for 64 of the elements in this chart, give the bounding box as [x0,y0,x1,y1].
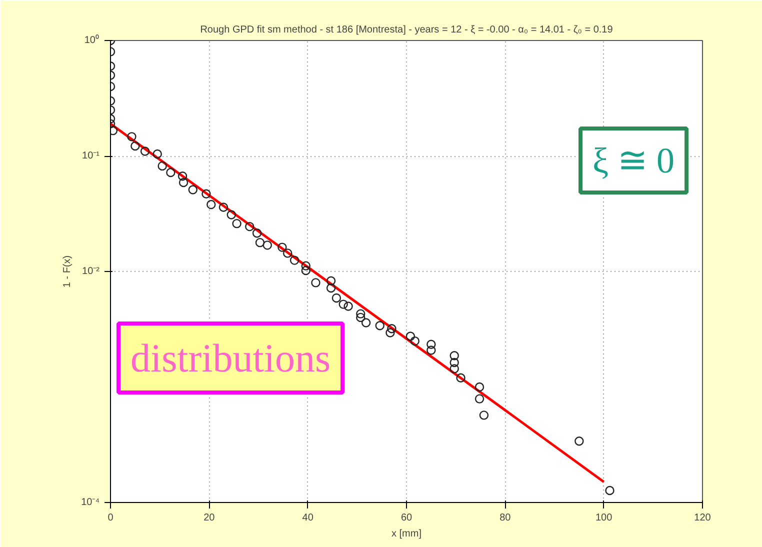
point [406,332,416,341]
x-tick-label: 120 [694,512,712,524]
point [262,240,272,250]
point [426,346,436,355]
point [202,189,211,198]
point [278,242,287,252]
point [361,318,371,328]
point [456,373,466,382]
point [283,248,292,258]
point [255,238,265,248]
point [605,486,614,496]
point [245,222,254,232]
x-tick-label: 60 [400,512,412,524]
y-tick-label: 10⁻² [82,266,100,277]
point [140,146,150,156]
point [206,200,216,210]
point [387,324,396,334]
point [474,394,484,404]
point [326,283,336,293]
point [290,256,300,265]
point [450,358,459,368]
point [218,202,228,212]
point [426,340,436,349]
point [188,185,198,194]
point [474,382,484,392]
chart-title: Rough GPD fit sm method - st 186 [Montresta] - years = 12 - ξ = -0.00 - α₀ = 14.01 - ζ₀ = 0.19 [200,24,614,36]
point [178,171,188,181]
x-tick-label: 100 [595,512,613,524]
point [450,364,459,374]
point [356,309,366,318]
point [252,228,262,238]
point [326,276,336,286]
point [152,149,162,159]
x-tick-label: 20 [204,512,216,524]
point [344,302,353,311]
point [410,336,420,346]
point [338,300,348,309]
point [232,218,242,228]
y-axis-title: 1 - F(x) [62,255,74,288]
point [301,261,310,270]
point [301,266,310,276]
point [158,161,167,171]
annotation: ξ ≅ 0 [592,140,675,180]
y-tick-label: 10⁻⁴ [81,497,100,508]
annotation: distributions [130,336,331,380]
point [127,132,136,142]
point [178,178,188,188]
x-tick-label: 80 [500,512,512,524]
point [386,328,395,338]
x-axis-title: x [mm] [392,528,422,540]
point [311,278,320,288]
point [166,168,176,178]
x-tick-label: 0 [108,512,114,524]
y-tick-label: 10⁻¹ [82,150,100,162]
point [479,410,489,420]
point [226,210,236,220]
y-tick-label: 10⁰ [84,34,100,46]
point [574,436,584,446]
point [332,293,342,303]
x-tick-label: 40 [302,512,314,524]
point [356,312,366,322]
point [450,351,459,360]
point [130,141,140,151]
point [375,321,384,330]
